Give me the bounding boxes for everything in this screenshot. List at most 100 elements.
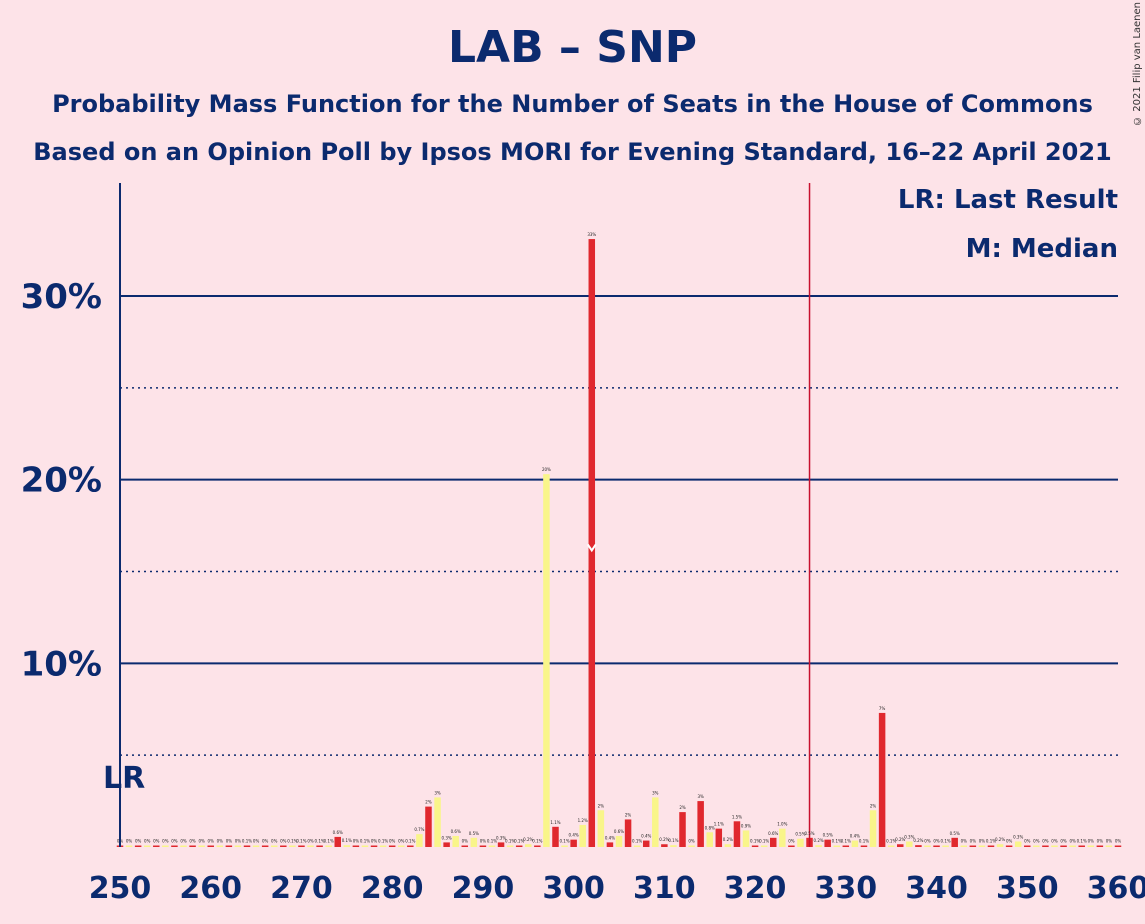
bar-seat-342: [951, 837, 958, 847]
bar-seat-318: [733, 821, 741, 847]
chart-subtitle-1: Probability Mass Function for the Number…: [52, 90, 1093, 118]
bar-seat-286: [443, 842, 450, 847]
bar-seat-360: [1114, 845, 1122, 847]
bar-label-347: 0.2%: [995, 837, 1005, 842]
bar-label-266: 0%: [262, 839, 269, 844]
bar-seat-336: [897, 844, 904, 847]
bar-seat-339: [924, 845, 931, 847]
bar-seat-316: [715, 828, 723, 847]
bar-label-339: 0%: [924, 839, 931, 844]
bar-label-324: 0%: [788, 839, 795, 844]
bar-seat-269: [289, 845, 296, 847]
bar-label-294: 0.1%: [514, 839, 524, 844]
bar-seat-301: [579, 824, 586, 847]
bar-seat-319: [742, 830, 750, 847]
bar-label-278: 0%: [371, 839, 378, 844]
x-tick-label: 310: [633, 871, 696, 906]
bar-seat-290: [479, 845, 487, 847]
bar-label-255: 0%: [162, 839, 169, 844]
bar-label-325: 0.5%: [795, 832, 805, 837]
bar-label-306: 2%: [625, 812, 632, 817]
last-result-marker-label: LR: [103, 761, 145, 796]
bar-label-321: 0.1%: [759, 839, 769, 844]
legend-median: M: Median: [966, 234, 1118, 264]
bar-seat-257: [180, 845, 187, 847]
bar-seat-352: [1042, 845, 1049, 847]
bar-label-270: 0.1%: [296, 839, 306, 844]
bar-seat-291: [488, 845, 496, 847]
bar-seat-254: [153, 845, 160, 847]
bar-seat-334: [878, 712, 886, 847]
y-tick-label: 30%: [21, 277, 102, 317]
bar-label-344: 0%: [970, 839, 977, 844]
bar-label-258: 0%: [189, 839, 196, 844]
bar-label-350: 0%: [1024, 839, 1031, 844]
bar-seat-345: [978, 845, 986, 847]
bar-seat-354: [1060, 845, 1067, 847]
bar-seat-266: [261, 845, 269, 847]
x-tick-label: 340: [905, 871, 968, 906]
bar-label-268: 0%: [280, 839, 287, 844]
bar-seat-340: [933, 845, 940, 847]
bar-label-288: 0%: [462, 839, 469, 844]
bar-labels: 0%0%0%0%0%0%0%0%0%0%0%0%0%0%0.1%0%0%0%0%…: [117, 232, 1122, 843]
bar-label-360: 0%: [1115, 839, 1122, 844]
bar-label-264: 0.1%: [242, 839, 252, 844]
bar-label-320: 0.1%: [750, 839, 760, 844]
bar-seat-288: [461, 845, 469, 847]
bar-seat-299: [561, 845, 568, 847]
bar-seat-337: [906, 841, 913, 847]
bar-label-303: 2%: [598, 803, 605, 808]
bar-label-310: 0.2%: [659, 837, 669, 842]
bar-label-352: 0%: [1042, 839, 1049, 844]
bar-seat-293: [506, 845, 514, 847]
bar-label-274: 0.6%: [333, 830, 343, 835]
bar-seat-313: [688, 845, 695, 847]
bar-seat-325: [797, 838, 804, 847]
bar-seat-279: [379, 845, 387, 847]
bar-label-269: 0.1%: [287, 839, 297, 844]
bar-seat-320: [751, 845, 759, 847]
bar-label-292: 0.3%: [496, 835, 506, 840]
bar-seat-302: [588, 239, 596, 847]
bar-label-351: 0%: [1033, 839, 1040, 844]
bar-label-259: 0%: [198, 839, 205, 844]
bar-seat-309: [652, 797, 659, 847]
bar-seat-315: [706, 832, 713, 847]
bar-seat-303: [597, 810, 605, 847]
bar-label-291: 0.1%: [487, 839, 497, 844]
bar-label-305: 0.6%: [614, 829, 624, 834]
bar-seat-341: [942, 845, 949, 847]
bar-label-260: 0%: [208, 839, 215, 844]
y-tick-label: 20%: [21, 461, 102, 501]
bar-label-327: 0.2%: [814, 838, 824, 843]
bar-seat-259: [198, 845, 205, 847]
bar-label-290: 0%: [480, 839, 487, 844]
bar-label-338: 0.2%: [913, 838, 923, 843]
bar-seat-323: [779, 828, 786, 847]
bar-seat-270: [298, 845, 305, 847]
bar-label-301: 1.2%: [578, 818, 588, 823]
x-tick-label: 270: [270, 871, 333, 906]
bar-seat-281: [398, 845, 405, 847]
bar-label-283: 0.7%: [414, 827, 424, 832]
bar-label-295: 0.2%: [523, 837, 533, 842]
bar-seat-252: [134, 845, 142, 847]
bar-label-286: 0.3%: [442, 835, 452, 840]
bar-label-353: 0%: [1051, 839, 1058, 844]
bar-seat-331: [851, 840, 859, 847]
bar-label-267: 0%: [271, 839, 278, 844]
bar-seat-343: [960, 845, 968, 847]
bar-seat-335: [887, 845, 895, 847]
bar-label-304: 0.4%: [605, 835, 615, 840]
bar-seat-330: [842, 845, 850, 847]
bar-seat-251: [125, 845, 133, 847]
x-tick-label: 320: [724, 871, 787, 906]
bar-seat-278: [370, 845, 378, 847]
bar-seat-285: [434, 797, 441, 847]
y-tick-label: 10%: [21, 644, 102, 684]
bar-label-271: 0%: [307, 839, 314, 844]
bar-label-262: 0%: [226, 839, 233, 844]
bar-seat-348: [1005, 845, 1013, 847]
axes: 10% 20% 30% 250 260 270 280 290 300 310 320 330 340 3…: [21, 183, 1145, 906]
